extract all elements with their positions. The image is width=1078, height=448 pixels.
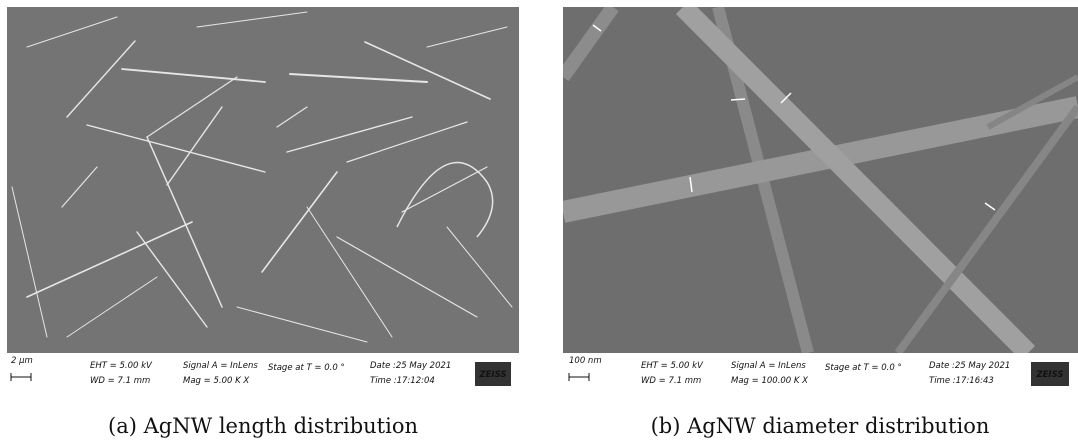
scale-label: 2 µm xyxy=(11,356,33,366)
time: Time :17:16:43 xyxy=(929,376,994,386)
caption: (a) AgNW length distribution xyxy=(108,414,418,438)
eht: EHT = 5.00 kV xyxy=(90,361,153,371)
panel-a: 2 µm EHT = 5.00 kV WD = 7.1 mm Signal A … xyxy=(7,7,519,400)
panel-b: 100 nm EHT = 5.00 kV WD = 7.1 mm Signal … xyxy=(563,7,1078,400)
date: Date :25 May 2021 xyxy=(370,361,451,371)
wd: WD = 7.1 mm xyxy=(641,376,701,386)
figure: 2 µm EHT = 5.00 kV WD = 7.1 mm Signal A … xyxy=(0,0,1078,448)
signal: Signal A = InLens xyxy=(731,361,806,371)
wd: WD = 7.1 mm xyxy=(90,376,150,386)
time: Time :17:12:04 xyxy=(370,376,435,386)
sem-image xyxy=(563,7,1078,353)
date: Date :25 May 2021 xyxy=(929,361,1010,371)
signal: Signal A = InLens xyxy=(183,361,258,371)
logo: ZEISS xyxy=(1035,370,1063,380)
mag: Mag = 5.00 K X xyxy=(183,376,249,386)
stage: Stage at T = 0.0 ° xyxy=(268,363,345,373)
eht: EHT = 5.00 kV xyxy=(641,361,704,371)
caption: (b) AgNW diameter distribution xyxy=(651,414,990,438)
scale-label: 100 nm xyxy=(569,356,602,366)
mag: Mag = 100.00 K X xyxy=(731,376,808,386)
logo: ZEISS xyxy=(478,370,506,380)
stage: Stage at T = 0.0 ° xyxy=(825,363,902,373)
sem-image xyxy=(7,7,519,353)
